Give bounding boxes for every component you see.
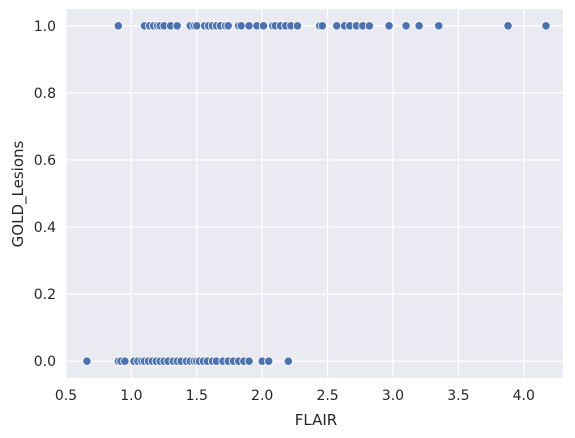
data-point [292,21,303,31]
data-points [82,21,551,366]
x-tick-label: 3.5 [447,388,469,404]
data-point [258,21,269,31]
x-tick-label: 1.5 [186,388,208,404]
y-tick-label: 0.2 [34,287,56,303]
y-tick-label: 0.6 [34,153,56,169]
y-tick-label: 0.4 [34,220,56,236]
data-point [434,21,444,31]
grid-lines [65,9,563,378]
x-tick-label: 4.0 [513,388,535,404]
x-tick-label: 0.5 [55,388,77,404]
x-tick-label: 2.0 [251,388,273,404]
data-point [223,21,233,31]
y-tick-label: 0.8 [34,86,56,102]
y-tick-label: 1.0 [34,19,56,35]
y-tick-label: 0.0 [34,354,56,370]
data-point [332,21,342,31]
y-tick-labels: 0.0 0.2 0.4 0.6 0.8 1.0 [34,19,56,370]
plot-area [66,9,563,378]
x-tick-labels: 0.5 1.0 1.5 2.0 2.5 3.0 3.5 4.0 [55,388,535,404]
data-point [364,21,375,31]
y-axis-label: GOLD_Lesions [9,140,28,247]
data-point [541,21,551,31]
data-point [172,21,182,31]
x-tick-label: 2.5 [316,388,338,404]
data-point [192,21,202,31]
data-point [401,21,411,31]
data-point [244,21,254,31]
x-tick-label: 1.0 [120,388,142,404]
data-point [503,21,513,31]
data-point [82,356,92,366]
data-point [283,356,293,366]
data-point [236,21,246,31]
data-point [317,21,327,31]
data-point [113,21,123,31]
x-axis-label: FLAIR [295,411,337,429]
x-tick-label: 3.0 [382,388,404,404]
data-point [120,356,130,366]
data-point [264,356,274,366]
data-point [384,21,394,31]
data-point [414,21,424,31]
data-point [244,356,254,366]
